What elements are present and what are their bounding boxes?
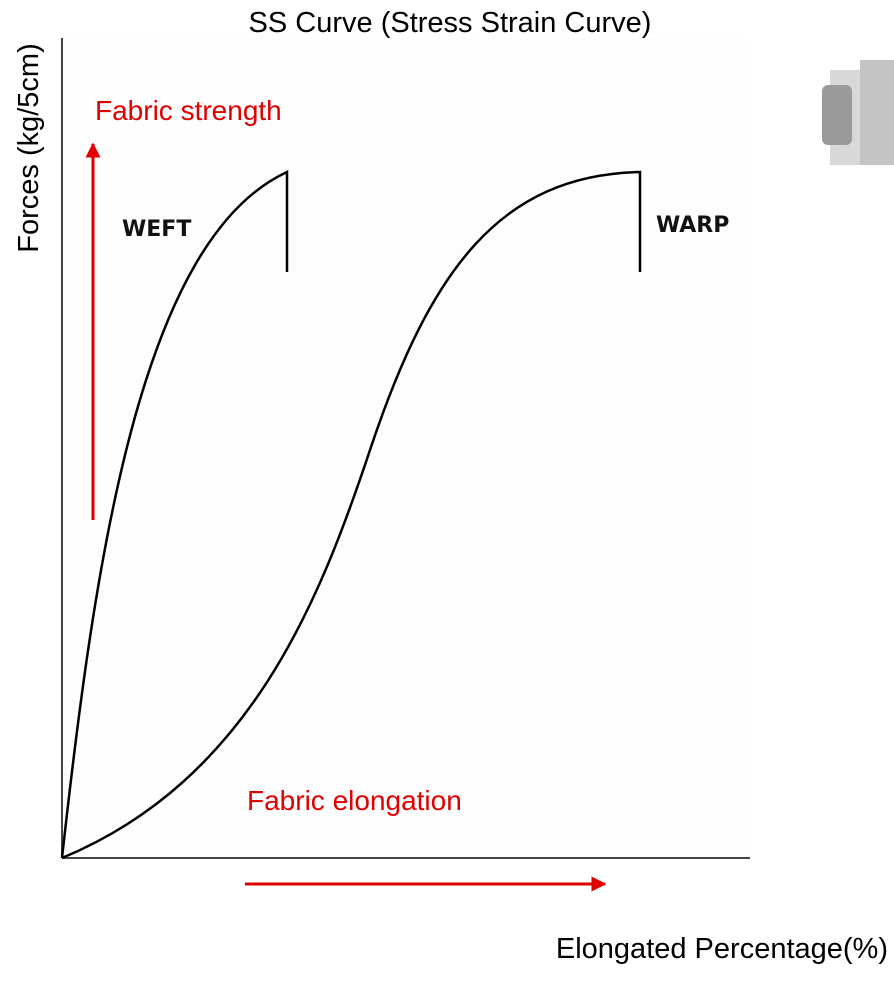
page: SS Curve (Stress Strain Curve) Forces (k… <box>0 0 894 993</box>
diagram: SS Curve (Stress Strain Curve) Forces (k… <box>0 0 894 993</box>
curve-label: WARP <box>656 213 729 238</box>
strength-annotation: Fabric strength <box>95 95 282 126</box>
y-axis-label: Forces (kg/5cm) <box>13 43 45 252</box>
curve-label: WEFT <box>122 217 191 242</box>
title: SS Curve (Stress Strain Curve) <box>249 7 652 39</box>
side-image <box>822 60 894 165</box>
elongation-annotation: Fabric elongation <box>247 785 462 816</box>
plot-area <box>62 38 750 858</box>
x-axis-label: Elongated Percentage(%) <box>556 933 888 965</box>
